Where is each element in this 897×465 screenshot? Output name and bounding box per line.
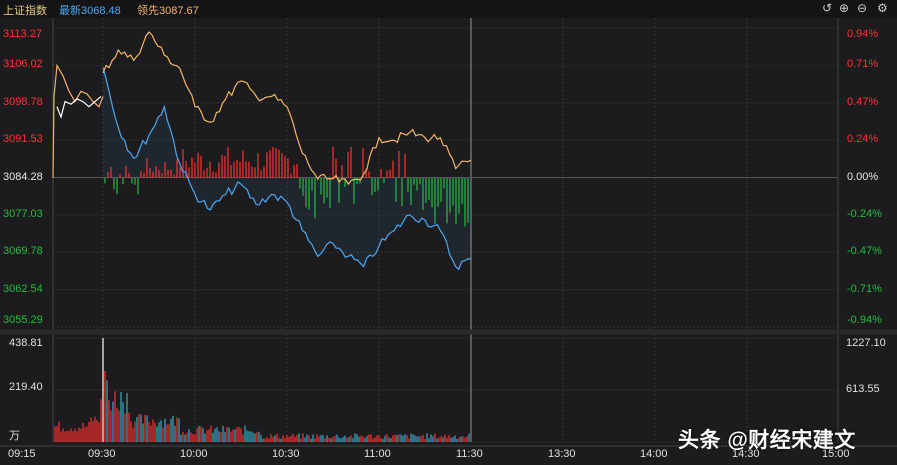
price-axis-label: 3055.29 xyxy=(3,314,43,326)
latest-value: 3068.48 xyxy=(81,5,121,17)
volume-axis-label-right: 613.55 xyxy=(846,383,880,395)
pct-axis-label: -0.71% xyxy=(847,282,882,295)
pct-axis-label: -0.94% xyxy=(847,314,882,326)
volume-axis-label: 219.40 xyxy=(9,381,43,393)
price-axis-label: 3098.78 xyxy=(3,95,43,108)
latest-label: 最新3068.48 xyxy=(59,5,121,17)
pct-axis-label: 0.47% xyxy=(847,95,879,108)
auction-price-line xyxy=(56,95,102,120)
pct-axis-label: 0.71% xyxy=(847,58,879,71)
time-axis-label: 14:30 xyxy=(732,448,760,460)
pct-axis-label: 0.24% xyxy=(847,133,879,146)
price-axis-label: 3106.02 xyxy=(3,58,43,71)
price-axis-label: 3113.27 xyxy=(3,28,42,40)
lead-value: 3087.67 xyxy=(159,5,199,17)
pct-axis-label: -0.24% xyxy=(847,207,882,220)
undo-icon[interactable]: ↺ xyxy=(822,1,833,15)
time-axis-label: 11:00 xyxy=(364,448,391,460)
pct-axis-label: 0.00% xyxy=(847,170,879,183)
time-axis-label: 09:15 xyxy=(8,448,36,460)
price-axis-label: 3069.78 xyxy=(3,245,43,258)
chart-header xyxy=(0,0,897,18)
pct-axis-label: -0.47% xyxy=(847,245,882,258)
latest-area-fill xyxy=(103,67,471,270)
volume-axis-label: 万 xyxy=(9,430,20,442)
watermark: 头条 @财经宋建文 xyxy=(678,429,856,452)
time-axis-label: 11:30 xyxy=(456,448,483,460)
time-axis-label: 10:30 xyxy=(272,448,300,460)
time-axis-label: 10:00 xyxy=(180,448,208,460)
zoom-out-icon[interactable]: ⊖ xyxy=(857,1,868,15)
index-name: 上证指数 xyxy=(3,5,47,17)
time-axis-label: 15:00 xyxy=(822,448,850,460)
time-axis-label: 14:00 xyxy=(640,448,668,460)
pct-axis-label: 0.94% xyxy=(847,28,879,40)
auction-lead-line xyxy=(52,63,104,179)
price-axis-label: 3084.28 xyxy=(3,170,43,183)
zoom-in-icon[interactable]: ⊕ xyxy=(839,1,850,15)
lead-label: 领先3087.67 xyxy=(137,5,199,17)
time-axis-label: 13:30 xyxy=(548,448,576,460)
gear-icon[interactable]: ⚙ xyxy=(877,1,888,15)
time-axis-label: 09:30 xyxy=(88,448,116,460)
volume-axis-label-right: 1227.10 xyxy=(846,337,886,349)
price-axis-label: 3062.54 xyxy=(3,282,43,295)
price-axis-label: 3091.53 xyxy=(3,133,43,146)
price-axis-label: 3077.03 xyxy=(3,207,43,220)
lead-price-line xyxy=(102,31,472,186)
latest-price-line xyxy=(102,67,472,271)
volume-axis-label: 438.81 xyxy=(9,337,43,349)
